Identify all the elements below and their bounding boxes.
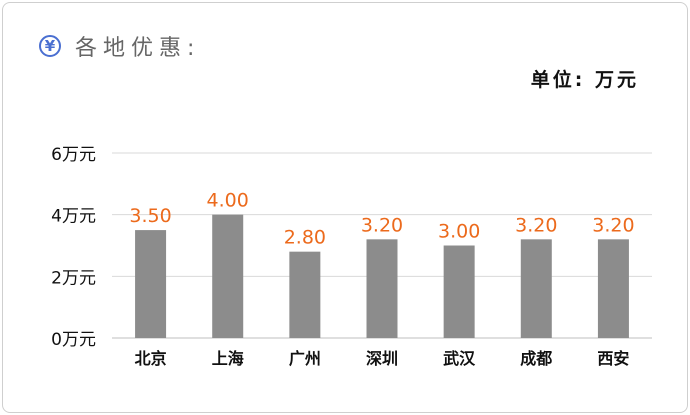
section-title: 各地优惠: bbox=[75, 36, 201, 61]
data-label: 3.50 bbox=[129, 205, 171, 227]
data-label: 3.20 bbox=[515, 214, 557, 236]
data-label: 2.80 bbox=[284, 227, 326, 249]
data-label: 4.00 bbox=[207, 190, 249, 212]
unit-label: 单位: 万元 bbox=[530, 69, 639, 91]
x-tick-label: 广州 bbox=[289, 349, 321, 368]
y-tick-label: 2万元 bbox=[51, 268, 96, 288]
bar bbox=[212, 214, 244, 338]
y-tick-label: 4万元 bbox=[51, 207, 96, 227]
data-label: 3.20 bbox=[361, 214, 403, 236]
bar bbox=[289, 251, 321, 338]
x-tick-label: 上海 bbox=[212, 349, 244, 368]
x-tick-label: 北京 bbox=[135, 349, 167, 368]
bar bbox=[366, 239, 398, 338]
x-tick-label: 成都 bbox=[520, 349, 552, 368]
bar bbox=[443, 245, 475, 338]
y-tick-label: 6万元 bbox=[51, 145, 96, 165]
bar bbox=[597, 239, 629, 338]
data-label: 3.00 bbox=[438, 221, 480, 243]
x-tick-label: 深圳 bbox=[366, 349, 398, 368]
data-label: 3.20 bbox=[592, 214, 634, 236]
x-tick-label: 西安 bbox=[597, 349, 629, 368]
header: ¥ 各地优惠: bbox=[39, 31, 200, 61]
y-tick-label: 0万元 bbox=[51, 330, 96, 350]
x-tick-label: 武汉 bbox=[443, 349, 476, 368]
bar bbox=[520, 239, 552, 338]
bar bbox=[135, 230, 167, 338]
yen-icon: ¥ bbox=[39, 35, 61, 57]
